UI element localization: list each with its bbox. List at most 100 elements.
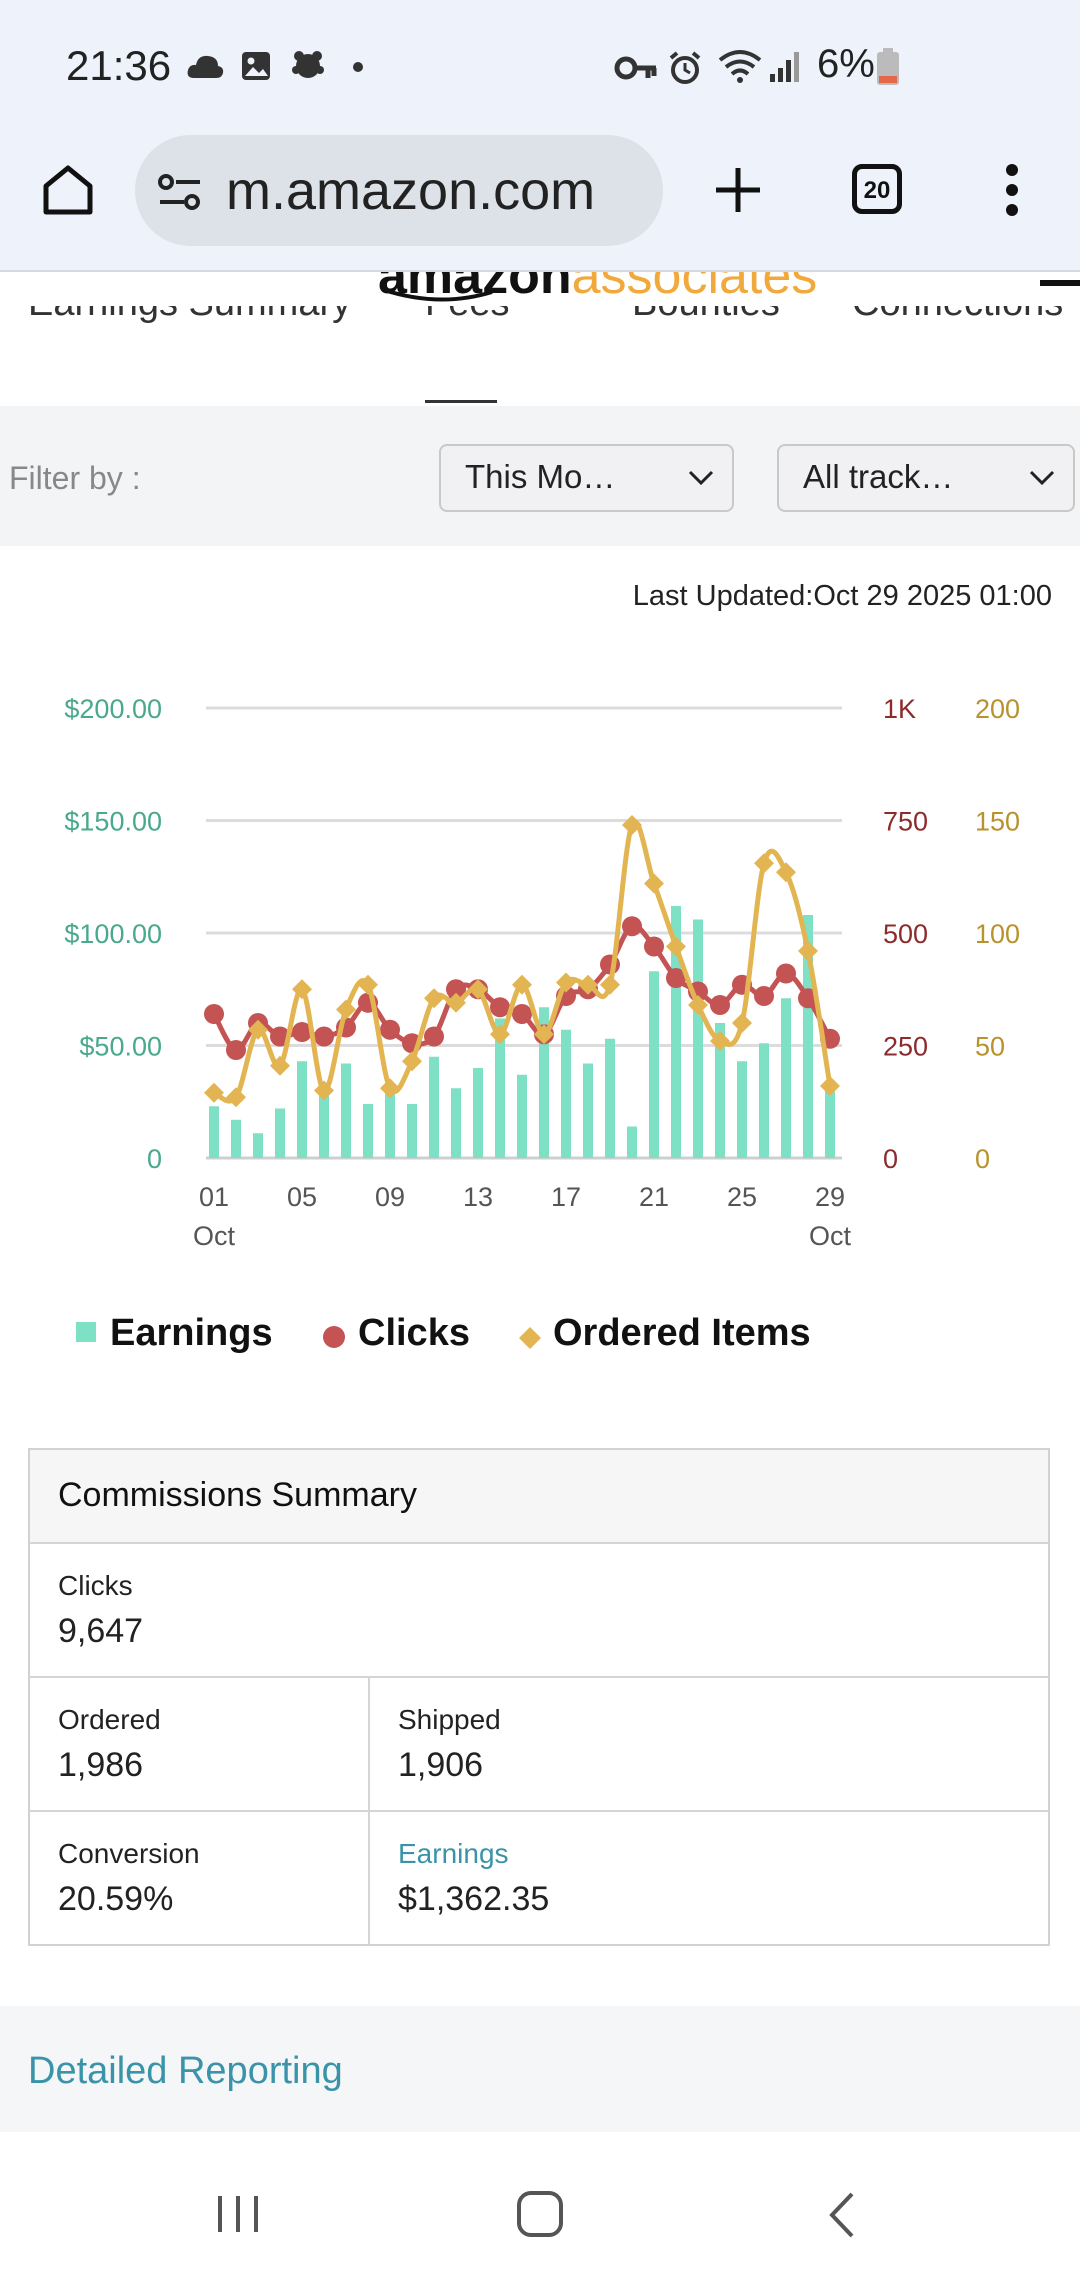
earnings-link[interactable]: Earnings (398, 1838, 509, 1869)
site-settings-icon[interactable] (156, 172, 204, 212)
signal-icon (770, 52, 799, 82)
earnings-bar (715, 1023, 725, 1158)
ordered-label: Ordered (58, 1704, 161, 1735)
ordered-items-point (380, 1078, 400, 1099)
chevron-down-icon (1029, 458, 1055, 503)
items-axis-tick-label: 100 (975, 919, 1020, 949)
earnings-bar (275, 1108, 285, 1158)
clicks-value: 9,647 (58, 1612, 144, 1650)
legend-ordered-items[interactable]: Ordered Items (553, 1312, 811, 1354)
clicks-axis-tick-label: 1K (883, 694, 916, 724)
home-button-icon[interactable] (514, 2188, 566, 2240)
tabs-row: Earnings Summary Fees Bounties Connectio… (0, 306, 1080, 408)
x-tick-label: 29 (815, 1182, 845, 1212)
x-tick-label: 01 (199, 1182, 229, 1212)
key-icon (614, 56, 657, 80)
status-bar (0, 0, 1080, 135)
ordered-items-point (358, 974, 378, 995)
status-time: 21:36 (66, 42, 172, 89)
earnings-bar (605, 1038, 615, 1158)
menu-icon[interactable] (1040, 280, 1080, 286)
home-icon[interactable] (40, 162, 96, 218)
recent-apps-icon[interactable] (214, 2192, 264, 2236)
clicks-label: Clicks (58, 1570, 133, 1601)
period-value: This Mo… (465, 458, 616, 495)
ordered-items-point (468, 979, 488, 1000)
x-tick-label: 21 (639, 1182, 669, 1212)
ordered-items-point (292, 979, 312, 1000)
left-axis-tick-label: $50.00 (79, 1032, 162, 1062)
clicks-point (292, 1022, 312, 1042)
legend-earnings[interactable]: Earnings (110, 1312, 273, 1354)
site-logo[interactable]: amazonassociates (378, 272, 818, 305)
ordered-items-point (600, 974, 620, 995)
last-updated: Last Updated:Oct 29 2025 01:00 (632, 580, 1052, 612)
clicks-axis-tick-label: 500 (883, 919, 928, 949)
earnings-bar (495, 1018, 505, 1158)
clicks-point (622, 916, 642, 937)
earnings-value: $1,362.35 (398, 1880, 550, 1918)
earnings-bar (297, 1061, 307, 1158)
tab-fees[interactable]: Fees (425, 306, 509, 325)
performance-chart: $200.00 1K 200$150.00 750 150$100.00 500 100$5… (64, 694, 1020, 1251)
tab-connections[interactable]: Connections (852, 306, 1063, 325)
ordered-items-point (688, 995, 708, 1015)
ordered-items-point (270, 1055, 290, 1076)
earnings-bar (583, 1063, 593, 1158)
earnings-bar (429, 1056, 439, 1158)
shipped-value: 1,906 (398, 1746, 484, 1784)
earnings-bar (385, 1090, 395, 1158)
legend-swatch-earnings (76, 1322, 96, 1342)
new-tab-icon[interactable] (710, 162, 766, 218)
address-bar[interactable] (135, 135, 663, 246)
clicks-point (490, 997, 510, 1018)
ordered-items-point (622, 815, 642, 835)
clicks-cell: Clicks 9,647 (30, 1544, 1048, 1678)
filter-label: Filter by : (9, 460, 141, 496)
clicks-point (710, 995, 730, 1015)
ordered-items-point (446, 992, 466, 1013)
clicks-point (226, 1040, 246, 1060)
ordered-items-point (512, 974, 532, 995)
earnings-bar (627, 1126, 637, 1158)
more-menu-icon[interactable] (1000, 160, 1024, 220)
items-axis-tick-label: 0 (975, 1144, 990, 1174)
ordered-items-point (314, 1080, 334, 1101)
tab-switcher-button[interactable]: 20 (852, 164, 902, 214)
chevron-down-icon (688, 458, 714, 503)
clicks-point (644, 936, 664, 957)
earnings-bar (539, 1007, 549, 1158)
earnings-bar (649, 971, 659, 1158)
left-axis-tick-label: $150.00 (64, 807, 162, 837)
earnings-bar (407, 1104, 417, 1158)
clicks-point (776, 963, 796, 984)
clicks-point (512, 1004, 532, 1024)
ordered-value: 1,986 (58, 1746, 144, 1784)
left-axis-tick-label: $100.00 (64, 919, 162, 949)
legend-clicks[interactable]: Clicks (358, 1312, 470, 1354)
tab-bounties[interactable]: Bounties (632, 306, 780, 325)
shipped-label: Shipped (398, 1704, 501, 1735)
ordered-items-line (212, 819, 833, 1104)
ordered-items-point (226, 1087, 246, 1108)
period-select[interactable]: This Mo… (439, 444, 734, 512)
legend-swatch-items (519, 1327, 541, 1349)
earnings-bar (671, 906, 681, 1158)
alarm-icon (669, 51, 701, 84)
earnings-bar (803, 915, 813, 1158)
back-icon[interactable] (822, 2190, 862, 2240)
detailed-reporting-link[interactable]: Detailed Reporting (28, 2050, 343, 2092)
earnings-bar (451, 1088, 461, 1158)
conversion-label: Conversion (58, 1838, 200, 1869)
earnings-bar (825, 1083, 835, 1158)
clicks-point (204, 1004, 224, 1024)
earnings-bar (319, 1095, 329, 1158)
conversion-cell: Conversion 20.59% (30, 1812, 370, 1944)
tracking-select[interactable]: All track… (777, 444, 1075, 512)
tracking-value: All track… (803, 458, 954, 495)
tab-earnings-summary[interactable]: Earnings Summary (28, 306, 351, 325)
ordered-items-point (776, 862, 796, 883)
battery-percent: 6% (817, 42, 875, 86)
shipped-cell: Shipped 1,906 (370, 1678, 1048, 1812)
clicks-point (666, 968, 686, 988)
